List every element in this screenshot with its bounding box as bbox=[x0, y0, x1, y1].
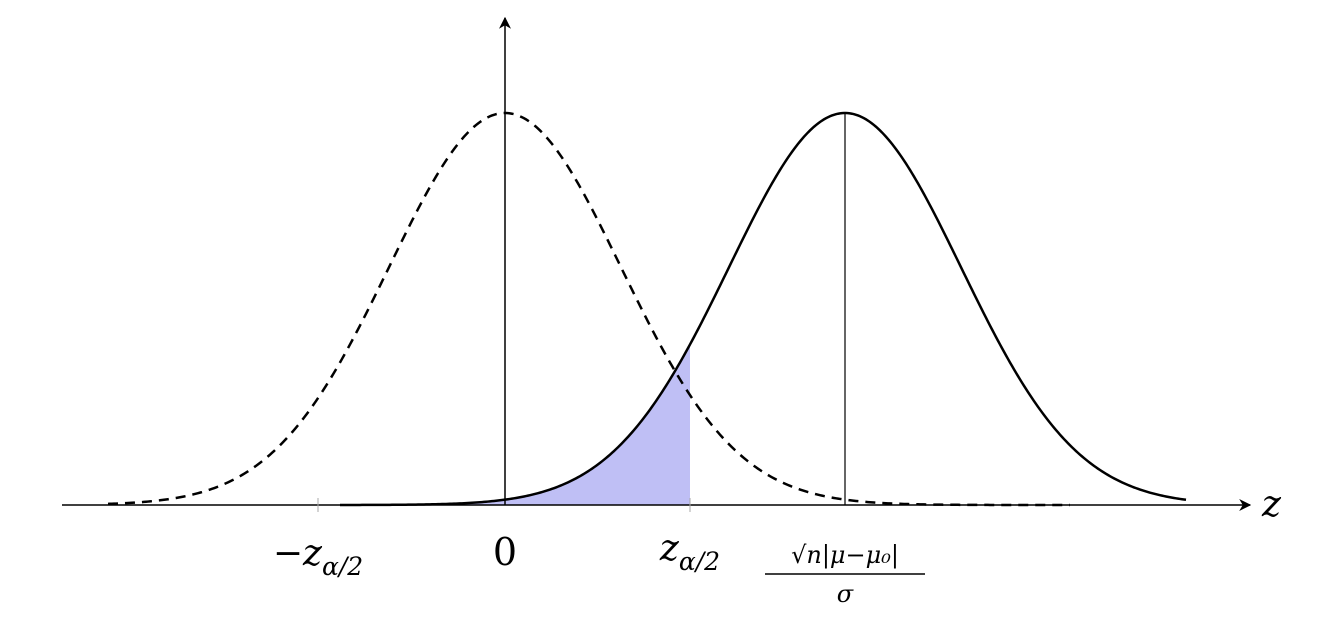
label-base: −z bbox=[273, 533, 323, 574]
neg-crit-label: −zα/2 bbox=[273, 533, 363, 581]
label-base: z bbox=[659, 528, 680, 569]
alternative-curve bbox=[340, 111, 1187, 507]
null-curve bbox=[107, 111, 1070, 507]
shaded-region bbox=[400, 344, 690, 505]
axis-label: z bbox=[1261, 484, 1282, 525]
zero-label: 0 bbox=[493, 530, 517, 574]
fraction-denominator: σ bbox=[837, 580, 854, 608]
label-sub: α/2 bbox=[322, 552, 363, 581]
label-sub: α/2 bbox=[679, 547, 720, 576]
crit-label: zα/2 bbox=[659, 528, 720, 576]
fraction-numerator: √n|μ−μ₀| bbox=[791, 541, 899, 570]
